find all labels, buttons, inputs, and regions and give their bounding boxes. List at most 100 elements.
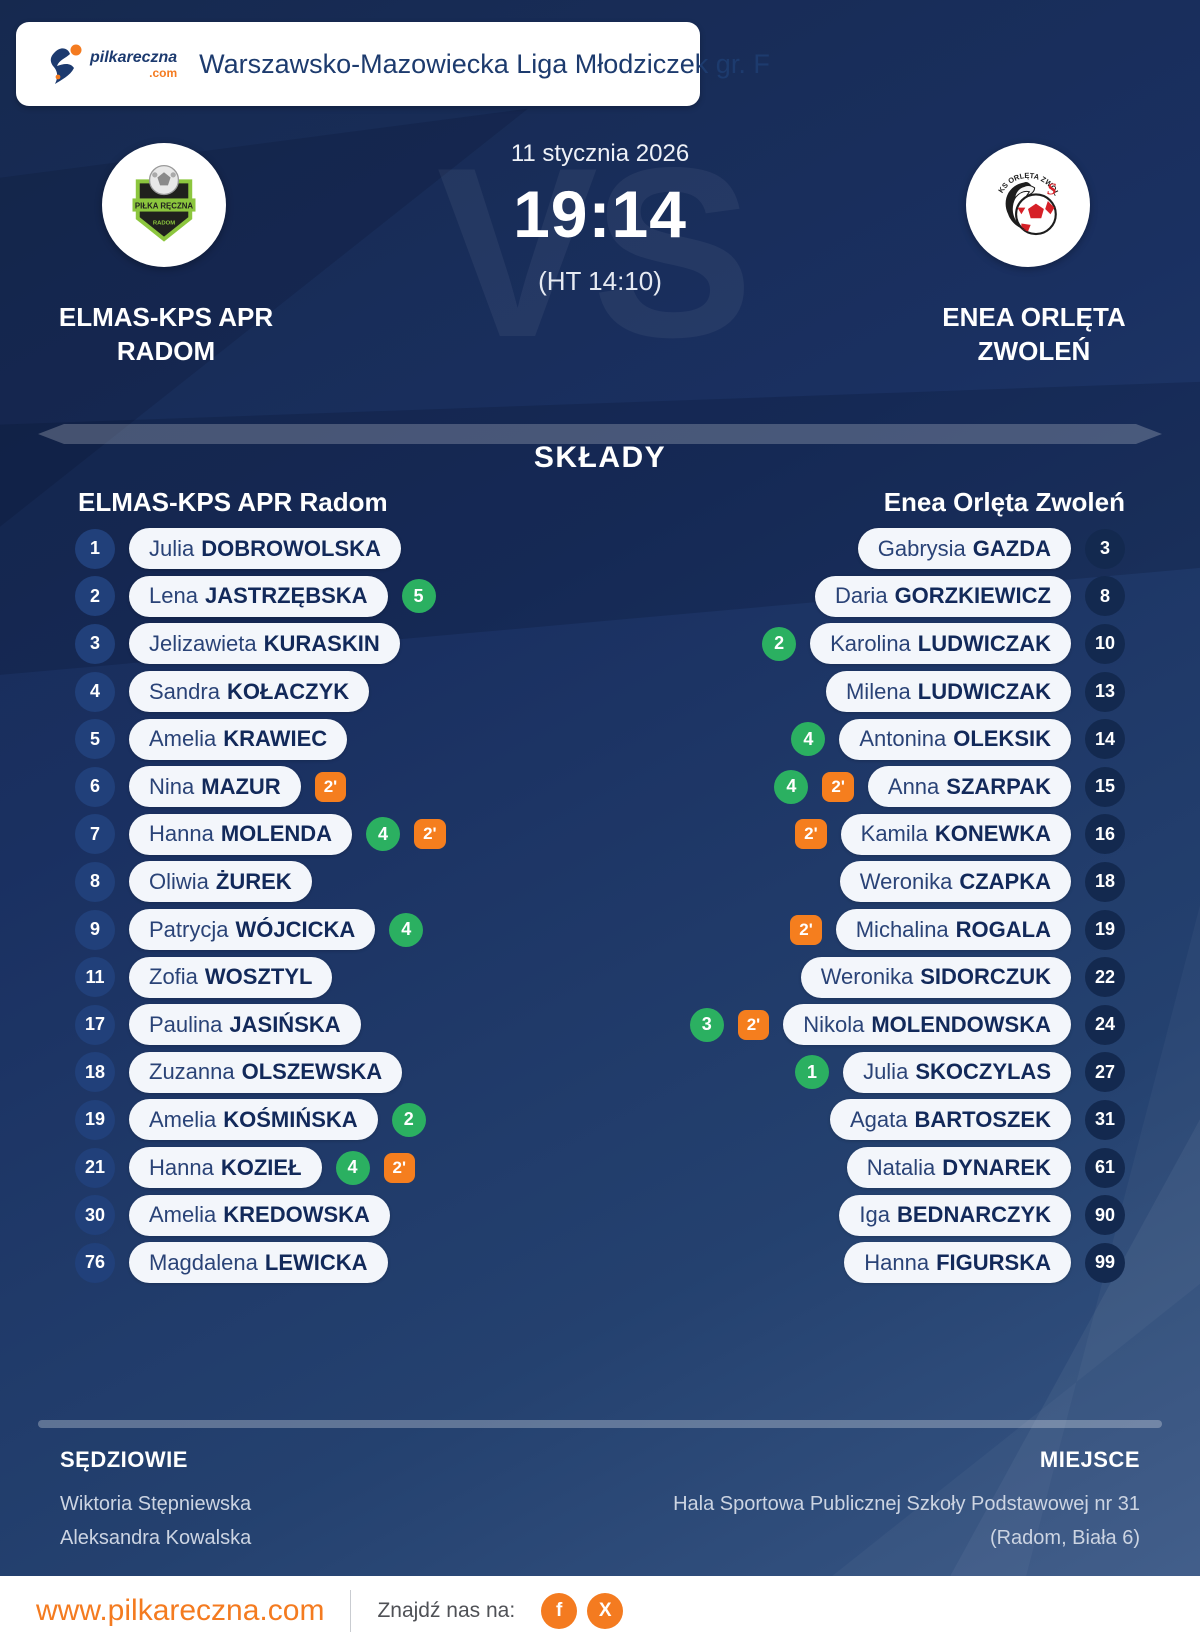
player-last-name: KOŁACZYK (226, 678, 350, 704)
player-number-badge: 15 (1085, 766, 1125, 807)
player-first-name: Zofia (149, 964, 198, 990)
player-name-pill: Julia DOBROWOLSKA (129, 528, 401, 570)
match-center: 11 stycznia 2026 19:14 (HT 14:10) (400, 140, 800, 297)
player-number-badge: 31 (1085, 1099, 1125, 1140)
player-last-name: BEDNARCZYK (897, 1202, 1051, 1228)
referees-label: SĘDZIOWIE (60, 1447, 188, 1472)
player-name-pill: Amelia KREDOWSKA (129, 1194, 390, 1236)
home-team-logo: PIŁKA RĘCZNA RADOM (132, 164, 196, 242)
player-first-name: Hanna (149, 1154, 214, 1180)
player-number-badge: 5 (75, 719, 115, 760)
player-row: Gabrysia GAZDA 3 (857, 525, 1125, 573)
svg-text:S: S (1047, 179, 1057, 198)
referees-block: SĘDZIOWIE Wiktoria Stępniewska Aleksandr… (60, 1447, 251, 1555)
player-row: 4 Antonina OLEKSIK 14 (791, 715, 1125, 763)
player-number-badge: 14 (1085, 719, 1125, 760)
player-row: 7 Hanna MOLENDA 4 2' (75, 811, 446, 859)
penalty-badge: 2' (414, 819, 446, 850)
player-last-name: KOŚMIŃSKA (223, 1106, 358, 1132)
away-team-logo-circle: KS ORLĘTA ZWOLEŃ S (966, 143, 1090, 267)
home-team-logo-circle: PIŁKA RĘCZNA RADOM (102, 143, 226, 267)
away-lineup-header: Enea Orlęta Zwoleń (883, 487, 1125, 517)
away-team-name: ENEA ORLĘTA ZWOLEŃ (942, 302, 1126, 366)
player-last-name: SIDORCZUK (920, 964, 1051, 990)
player-number-badge: 10 (1085, 623, 1125, 664)
goals-badge: 4 (389, 912, 424, 947)
player-name-pill: Patrycja WÓJCICKA (129, 909, 376, 951)
player-first-name: Sandra (149, 678, 220, 704)
player-number-badge: 4 (75, 671, 115, 712)
player-last-name: MOLENDA (220, 821, 333, 847)
player-name-pill: Jelizawieta KURASKIN (129, 623, 400, 665)
player-last-name: LEWICKA (264, 1249, 368, 1275)
player-number-badge: 8 (1085, 576, 1125, 617)
website-link[interactable]: www.pilkareczna.com (36, 1594, 325, 1627)
player-number-badge: 9 (75, 909, 115, 950)
penalty-badge: 2' (795, 819, 827, 850)
player-row: Agata BARTOSZEK 31 (830, 1096, 1125, 1144)
player-first-name: Nikola (803, 1011, 865, 1037)
player-last-name: KURASKIN (263, 630, 380, 656)
goals-badge: 2 (391, 1102, 426, 1137)
player-row: 76 Magdalena LEWICKA (75, 1239, 388, 1287)
player-number-badge: 3 (1085, 528, 1125, 569)
player-number-badge: 8 (75, 861, 115, 902)
player-row: Weronika SIDORCZUK 22 (800, 953, 1125, 1001)
player-first-name: Milena (845, 678, 911, 704)
player-row: 4 2' Anna SZARPAK 15 (774, 763, 1125, 811)
player-last-name: DYNAREK (942, 1154, 1051, 1180)
find-us-label: Znajdź nas na: (377, 1599, 516, 1622)
player-name-pill: Hanna FIGURSKA (844, 1242, 1071, 1284)
player-row: 6 Nina MAZUR 2' (75, 763, 347, 811)
player-number-badge: 19 (1085, 909, 1125, 950)
player-number-badge: 17 (75, 1004, 115, 1045)
player-name-pill: Julia SKOCZYLAS (843, 1051, 1071, 1093)
player-row: Hanna FIGURSKA 99 (844, 1239, 1125, 1287)
player-name-pill: Gabrysia GAZDA (857, 528, 1071, 570)
player-first-name: Oliwia (149, 868, 209, 894)
player-first-name: Anna (887, 773, 940, 799)
player-last-name: LUDWICZAK (917, 630, 1051, 656)
penalty-badge: 2' (737, 1009, 770, 1040)
pilkareczna-logo: pilkareczna .com (48, 43, 177, 85)
player-first-name: Michalina (855, 916, 949, 942)
player-last-name: WOSZTYL (204, 964, 313, 990)
player-number-badge: 61 (1085, 1147, 1125, 1188)
venue-label: MIEJSCE (1039, 1447, 1140, 1472)
player-name-pill: Anna SZARPAK (867, 766, 1071, 808)
player-first-name: Jelizawieta (149, 630, 257, 656)
vs-watermark: VS (436, 118, 754, 388)
player-last-name: KREDOWSKA (223, 1202, 370, 1228)
player-first-name: Antonina (859, 726, 947, 752)
player-last-name: BARTOSZEK (914, 1106, 1052, 1132)
player-last-name: KRAWIEC (223, 726, 328, 752)
player-first-name: Hanna (864, 1249, 930, 1275)
x-icon[interactable]: X (587, 1593, 624, 1629)
player-last-name: KONEWKA (934, 821, 1051, 847)
player-first-name: Weronika (859, 868, 953, 894)
player-last-name: MOLENDOWSKA (871, 1011, 1051, 1037)
player-name-pill: Amelia KOŚMIŃSKA (129, 1099, 378, 1141)
player-last-name: FIGURSKA (936, 1249, 1051, 1275)
player-row: 3 Jelizawieta KURASKIN (75, 620, 400, 668)
player-last-name: WÓJCICKA (235, 916, 356, 942)
player-last-name: DOBROWOLSKA (201, 535, 381, 561)
penalty-badge: 2' (790, 914, 822, 945)
facebook-icon[interactable]: f (541, 1593, 578, 1629)
player-row: 21 Hanna KOZIEŁ 4 2' (75, 1144, 416, 1192)
player-number-badge: 16 (1085, 814, 1125, 855)
player-row: 5 Amelia KRAWIEC (75, 715, 348, 763)
player-name-pill: Zofia WOSZTYL (129, 956, 333, 998)
player-row: 4 Sandra KOŁACZYK (75, 668, 370, 716)
section-divider-arrow (38, 424, 1162, 444)
player-name-pill: Magdalena LEWICKA (129, 1242, 388, 1284)
player-number-badge: 18 (75, 1052, 115, 1093)
venue-block: MIEJSCE Hala Sportowa Publicznej Szkoły … (595, 1447, 1140, 1555)
away-team-logo: KS ORLĘTA ZWOLEŃ S (987, 164, 1062, 236)
home-lineup-list: 1 Julia DOBROWOLSKA 2 Lena JASTRZĘBSKA 5 3 Jeliz… (75, 525, 446, 1287)
player-number-badge: 24 (1085, 1004, 1125, 1045)
player-first-name: Paulina (149, 1011, 223, 1037)
player-last-name: MAZUR (201, 773, 281, 799)
player-row: Daria GORZKIEWICZ 8 (814, 573, 1125, 621)
